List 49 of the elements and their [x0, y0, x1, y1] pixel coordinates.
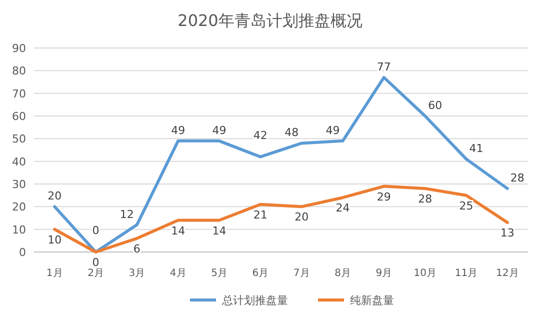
legend-label: 总计划推盘量: [221, 294, 288, 307]
y-tick-label: 80: [12, 64, 26, 78]
x-tick-label: 11月: [454, 268, 478, 279]
data-label: 49: [171, 124, 186, 137]
data-label: 20: [48, 190, 62, 203]
y-tick-label: 60: [12, 110, 26, 123]
data-label: 13: [500, 226, 514, 240]
data-label: 10: [48, 233, 62, 246]
y-tick-label: 90: [12, 42, 26, 55]
data-label: 24: [336, 202, 350, 215]
x-tick-label: 6月: [252, 268, 269, 279]
legend-label: 纯新盘量: [350, 294, 394, 307]
x-tick-label: 8月: [334, 268, 351, 279]
data-label: 21: [253, 208, 268, 222]
x-tick-label: 5月: [211, 268, 228, 279]
data-label: 20: [294, 210, 309, 224]
data-label: 0: [92, 256, 100, 269]
data-label: 14: [212, 224, 226, 238]
x-tick-label: 12月: [496, 268, 519, 279]
data-label: 12: [120, 208, 134, 221]
x-tick-label: 1月: [46, 268, 63, 279]
y-tick-label: 40: [12, 155, 26, 168]
data-label: 48: [284, 126, 299, 140]
data-label: 49: [326, 124, 340, 137]
y-tick-label: 20: [12, 200, 26, 214]
y-tick-label: 70: [12, 87, 26, 100]
x-tick-label: 7月: [293, 268, 310, 279]
data-label: 42: [253, 128, 268, 142]
y-tick-label: 50: [12, 132, 26, 146]
x-tick-label: 3月: [128, 268, 146, 279]
x-tick-label: 10月: [414, 268, 436, 279]
chart-title: 2020年青岛计划推盘概况: [178, 11, 362, 30]
data-label: 60: [428, 99, 442, 112]
data-label: 41: [469, 142, 484, 156]
data-label: 25: [459, 199, 474, 212]
x-tick-label: 9月: [376, 268, 392, 279]
data-label: 14: [171, 224, 186, 238]
y-tick-label: 10: [12, 223, 26, 236]
x-tick-label: 2月: [88, 268, 104, 279]
data-label: 0: [92, 224, 100, 237]
x-tick-label: 4月: [170, 268, 186, 279]
data-label: 29: [376, 190, 391, 204]
data-label: 6: [133, 242, 140, 256]
y-tick-label: 0: [19, 246, 26, 259]
data-label: 28: [510, 172, 524, 185]
data-label: 77: [376, 60, 391, 74]
data-label: 28: [418, 192, 432, 206]
y-tick-label: 30: [12, 178, 26, 191]
data-label: 49: [212, 124, 226, 137]
